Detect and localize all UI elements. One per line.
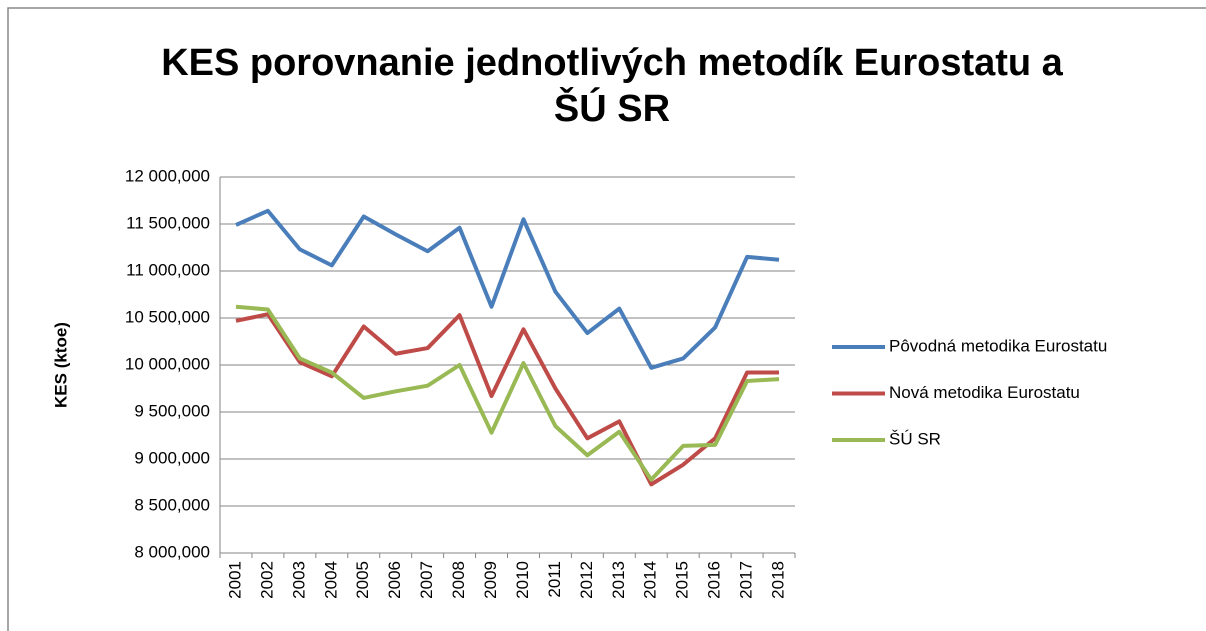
- x-tick-label: 2007: [417, 561, 436, 599]
- y-tick-label: 11 500,000: [126, 213, 210, 232]
- y-tick-label: 8 500,000: [134, 495, 210, 514]
- x-tick-label: 2011: [545, 561, 564, 598]
- y-axis-label: KES (ktoe): [51, 322, 70, 408]
- legend-label: Pôvodná metodika Eurostatu: [889, 336, 1107, 355]
- series-line: [235, 312, 780, 487]
- x-tick-label: 2009: [481, 561, 500, 599]
- x-tick-label: 2014: [641, 561, 660, 599]
- series-line: [235, 304, 780, 482]
- x-tick-label: 2001: [225, 561, 244, 599]
- y-tick-label: 12 000,000: [125, 166, 210, 185]
- x-tick-label: 2017: [737, 561, 756, 599]
- y-tick-label: 9 000,000: [134, 448, 210, 467]
- y-tick-label: 10 000,000: [125, 354, 210, 373]
- x-tick-label: 2016: [705, 561, 724, 599]
- x-tick-label: 2010: [513, 561, 532, 599]
- y-tick-label: 11 000,000: [126, 260, 210, 279]
- legend-label: Nová metodika Eurostatu: [889, 383, 1080, 402]
- x-tick-label: 2018: [769, 561, 788, 599]
- legend-label: ŠÚ SR: [889, 429, 941, 448]
- x-tick-label: 2002: [257, 561, 276, 599]
- x-tick-label: 2008: [449, 561, 468, 599]
- x-tick-label: 2013: [609, 561, 628, 599]
- x-tick-label: 2005: [353, 561, 372, 599]
- y-tick-label: 8 000,000: [134, 542, 210, 561]
- x-tick-label: 2012: [577, 561, 596, 599]
- series-line: [235, 208, 780, 370]
- x-tick-label: 2006: [385, 561, 404, 599]
- x-tick-label: 2003: [289, 561, 308, 599]
- chart-title: KES porovnanie jednotlivých metodík Euro…: [161, 42, 1063, 130]
- chart-border: [7, 7, 1206, 631]
- x-tick-label: 2004: [321, 561, 340, 599]
- y-tick-label: 9 500,000: [134, 401, 210, 420]
- y-tick-label: 10 500,000: [125, 307, 210, 326]
- x-tick-label: 2015: [673, 561, 692, 599]
